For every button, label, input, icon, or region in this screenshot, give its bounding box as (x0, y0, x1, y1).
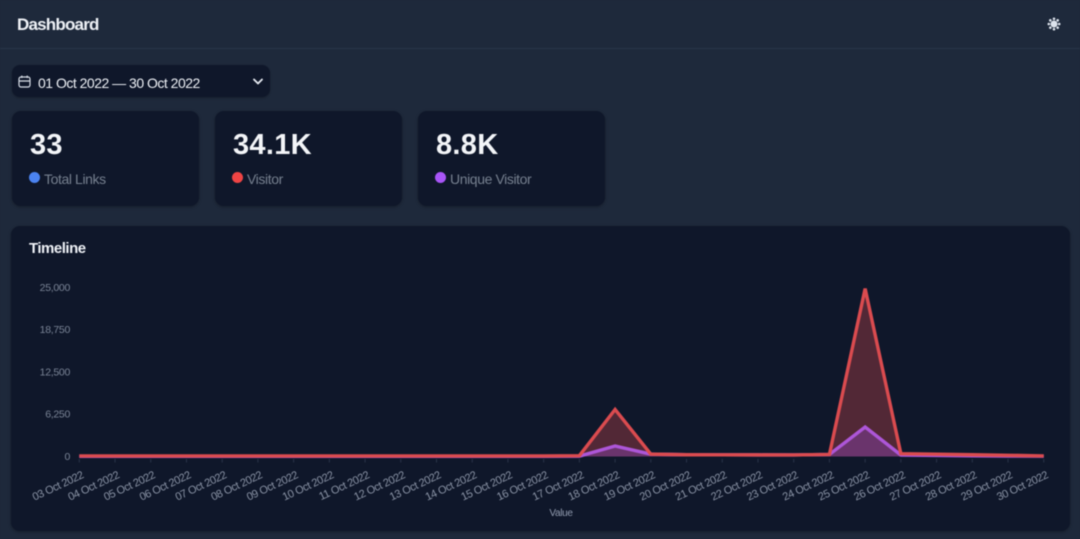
svg-text:0: 0 (64, 451, 70, 463)
svg-text:12,500: 12,500 (40, 366, 71, 378)
svg-text:25,000: 25,000 (40, 282, 71, 294)
svg-text:18,750: 18,750 (40, 324, 71, 336)
svg-text:6,250: 6,250 (45, 409, 70, 421)
svg-text:Value: Value (549, 508, 573, 519)
